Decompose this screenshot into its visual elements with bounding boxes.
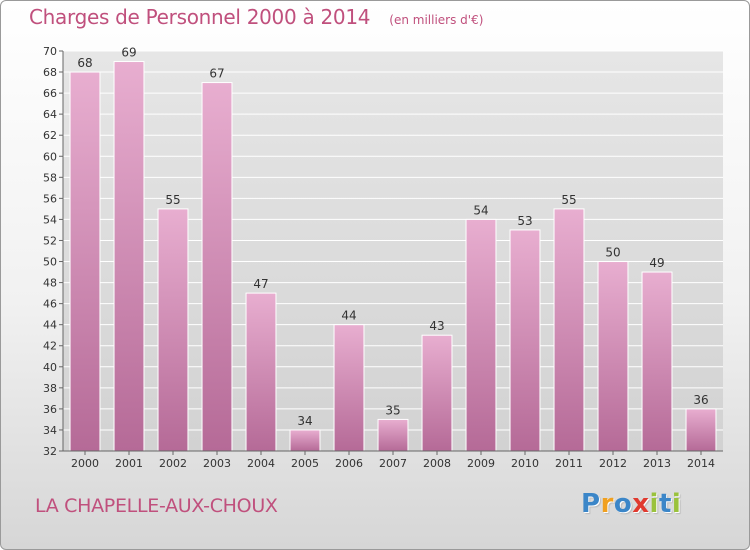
y-tick-label: 70 bbox=[43, 45, 57, 58]
y-tick-label: 32 bbox=[43, 445, 57, 458]
data-label-2013: 49 bbox=[649, 256, 664, 270]
logo-letter: x bbox=[632, 489, 650, 519]
y-tick-label: 60 bbox=[43, 150, 57, 163]
data-label-2002: 55 bbox=[165, 193, 180, 207]
logo-letter: P bbox=[581, 489, 601, 519]
data-label-2005: 34 bbox=[297, 414, 312, 428]
y-tick-label: 44 bbox=[43, 319, 57, 332]
logo-letter: o bbox=[613, 489, 633, 519]
bar-2006 bbox=[333, 324, 365, 452]
data-labels: 68 69 55 67 47 34 44 35 43 54 53 55 50 49 36 bbox=[77, 46, 708, 428]
y-tick-label: 38 bbox=[43, 382, 57, 395]
bar-2004 bbox=[245, 292, 277, 452]
data-label-2001: 69 bbox=[121, 46, 136, 60]
bar-2011 bbox=[553, 208, 585, 452]
chart-subtitle: (en milliers d'€) bbox=[389, 13, 484, 27]
bar-2013 bbox=[641, 271, 673, 452]
y-axis: 32 34 36 38 40 42 44 46 48 50 52 54 56 58 60 62 64 66 68 70 bbox=[43, 45, 64, 458]
x-axis: 2000 2001 2002 2003 2004 2005 2006 2007 2008 2009… bbox=[63, 450, 723, 470]
x-tick-label: 2011 bbox=[555, 457, 583, 470]
bar-2008 bbox=[421, 334, 453, 452]
x-tick-label: 2004 bbox=[247, 457, 275, 470]
data-label-2011: 55 bbox=[561, 193, 576, 207]
bar-2001 bbox=[113, 61, 145, 452]
logo-letter: i bbox=[649, 489, 659, 519]
x-tick-label: 2000 bbox=[71, 457, 99, 470]
y-tick-label: 48 bbox=[43, 277, 57, 290]
chart-title: Charges de Personnel 2000 à 2014 bbox=[29, 5, 371, 29]
data-label-2000: 68 bbox=[77, 56, 92, 70]
commune-name: LA CHAPELLE-AUX-CHOUX bbox=[35, 495, 278, 517]
x-tick-label: 2002 bbox=[159, 457, 187, 470]
x-tick-label: 2003 bbox=[203, 457, 231, 470]
data-label-2014: 36 bbox=[693, 393, 708, 407]
bar-2005 bbox=[289, 429, 321, 452]
data-label-2006: 44 bbox=[341, 309, 356, 323]
x-tick-label: 2012 bbox=[599, 457, 627, 470]
bar-2000 bbox=[69, 71, 101, 452]
proxiti-logo: Proxiti bbox=[581, 489, 681, 519]
y-tick-label: 64 bbox=[43, 108, 57, 121]
x-tick-label: 2006 bbox=[335, 457, 363, 470]
y-tick-label: 56 bbox=[43, 192, 57, 205]
x-tick-label: 2010 bbox=[511, 457, 539, 470]
data-label-2003: 67 bbox=[209, 67, 224, 81]
data-label-2012: 50 bbox=[605, 246, 620, 260]
y-tick-label: 46 bbox=[43, 298, 57, 311]
y-tick-label: 68 bbox=[43, 66, 57, 79]
title-row: Charges de Personnel 2000 à 2014 (en mil… bbox=[29, 5, 483, 37]
bar-2003 bbox=[201, 82, 233, 452]
y-tick-label: 62 bbox=[43, 129, 57, 142]
x-tick-label: 2008 bbox=[423, 457, 451, 470]
x-tick-label: 2014 bbox=[687, 457, 715, 470]
data-label-2010: 53 bbox=[517, 214, 532, 228]
bar-2012 bbox=[597, 261, 629, 452]
y-tick-label: 36 bbox=[43, 403, 57, 416]
bar-2014 bbox=[685, 408, 717, 452]
data-label-2008: 43 bbox=[429, 319, 444, 333]
y-tick-label: 66 bbox=[43, 87, 57, 100]
bar-2009 bbox=[465, 218, 497, 452]
x-tick-label: 2009 bbox=[467, 457, 495, 470]
logo-letter: t bbox=[658, 489, 672, 519]
x-tick-label: 2005 bbox=[291, 457, 319, 470]
y-tick-label: 42 bbox=[43, 340, 57, 353]
data-label-2009: 54 bbox=[473, 203, 488, 217]
bar-2002 bbox=[157, 208, 189, 452]
logo-letter: r bbox=[600, 489, 614, 519]
y-tick-label: 40 bbox=[43, 361, 57, 374]
y-tick-label: 58 bbox=[43, 171, 57, 184]
data-label-2007: 35 bbox=[385, 403, 400, 417]
bar-2010 bbox=[509, 229, 541, 452]
data-label-2004: 47 bbox=[253, 277, 268, 291]
y-tick-label: 52 bbox=[43, 234, 57, 247]
bars bbox=[69, 61, 717, 452]
y-tick-label: 50 bbox=[43, 256, 57, 269]
bar-2007 bbox=[377, 418, 409, 452]
y-tick-label: 54 bbox=[43, 213, 57, 226]
x-tick-label: 2001 bbox=[115, 457, 143, 470]
x-tick-label: 2007 bbox=[379, 457, 407, 470]
x-tick-label: 2013 bbox=[643, 457, 671, 470]
y-tick-label: 34 bbox=[43, 424, 57, 437]
logo-letter: i bbox=[671, 489, 682, 519]
